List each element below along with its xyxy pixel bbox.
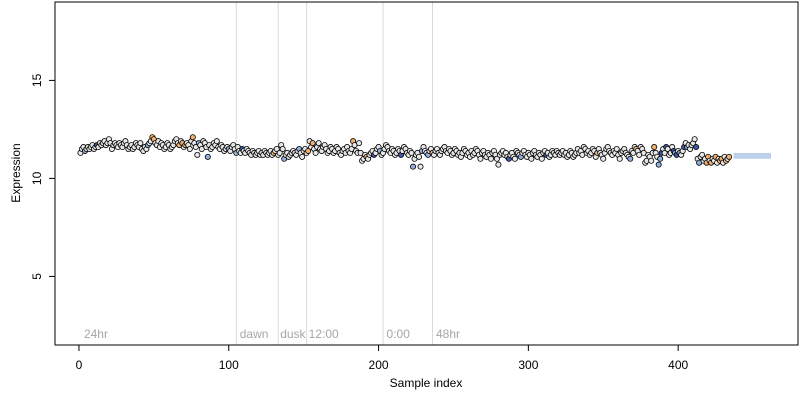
data-point	[495, 161, 502, 168]
data-point	[477, 155, 484, 162]
data-point	[613, 145, 620, 152]
x-tick-label: 0	[76, 358, 83, 372]
y-tick-label: 10	[30, 171, 44, 185]
data-point	[356, 140, 363, 147]
data-point	[305, 147, 312, 154]
data-point	[312, 149, 319, 156]
data-point	[726, 153, 733, 160]
data-point	[186, 145, 193, 152]
data-point	[648, 157, 655, 164]
data-point	[600, 155, 607, 162]
data-point	[699, 151, 706, 158]
plot-frame	[54, 1, 799, 346]
data-point	[417, 163, 424, 170]
x-axis-title: Sample index	[390, 376, 463, 390]
data-point	[299, 153, 306, 160]
data-point	[315, 140, 322, 147]
data-point	[655, 161, 662, 168]
x-tick-label: 100	[219, 358, 239, 372]
data-point	[511, 155, 518, 162]
data-point	[651, 144, 658, 151]
data-point	[279, 145, 286, 152]
y-axis: 5 10 15	[30, 73, 55, 280]
data-point	[657, 155, 664, 162]
y-axis-title: Expression	[9, 143, 23, 202]
region-label-0: 24hr	[84, 327, 108, 341]
data-point	[693, 144, 700, 151]
data-point	[416, 153, 423, 160]
data-point	[616, 155, 623, 162]
data-point	[273, 145, 280, 152]
x-tick-label: 200	[369, 358, 389, 372]
region-dividers	[235, 2, 433, 345]
data-point	[410, 163, 417, 170]
region-label-4: 0:00	[387, 327, 411, 341]
summary-box-1	[733, 152, 772, 159]
region-label-1: dawn	[240, 327, 269, 341]
x-tick-label: 300	[518, 358, 538, 372]
region-labels: 24hr dawn dusk 12:00 0:00 48hr	[84, 327, 460, 341]
data-point	[538, 155, 545, 162]
x-axis: 0 100 200 300 400	[76, 345, 688, 372]
data-points	[77, 134, 733, 170]
data-point	[213, 138, 220, 145]
data-point	[691, 136, 698, 143]
region-label-2: dusk	[280, 327, 306, 341]
data-point	[189, 134, 196, 141]
y-tick-label: 15	[30, 73, 44, 87]
data-point	[137, 140, 144, 147]
data-point	[627, 155, 634, 162]
data-point	[487, 155, 494, 162]
data-point	[493, 155, 500, 162]
data-point	[194, 151, 201, 158]
data-point	[276, 149, 283, 156]
y-tick-label: 5	[30, 273, 44, 280]
data-point	[528, 155, 535, 162]
x-tick-label: 400	[668, 358, 688, 372]
region-label-3: 12:00	[309, 327, 339, 341]
region-label-5: 48hr	[436, 327, 460, 341]
data-point	[204, 153, 211, 160]
data-point	[309, 140, 316, 147]
